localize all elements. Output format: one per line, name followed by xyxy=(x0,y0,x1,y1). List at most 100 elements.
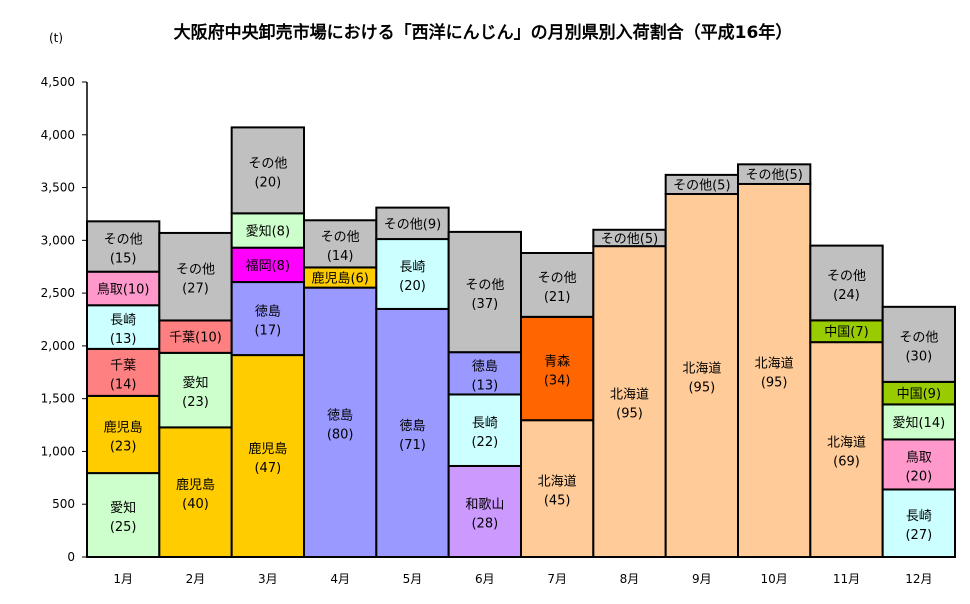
bar-segment xyxy=(375,238,450,310)
x-tick-label: 4月 xyxy=(330,572,350,586)
segment-value-label: (13) xyxy=(471,378,498,393)
segment-label: 北海道 xyxy=(538,475,577,490)
x-tick-label: 6月 xyxy=(475,572,495,586)
segment-label: 徳島 xyxy=(472,359,498,374)
segment-label: その他 xyxy=(827,269,866,284)
segment-value-label: (20) xyxy=(254,175,281,190)
segment-label: 長崎 xyxy=(906,509,932,524)
segment-label: 千葉(10) xyxy=(169,331,222,346)
bar-1月: 愛知 (25) 鹿児島 (23) 千葉 (14) 長崎 (13) 鳥取(10) その他 (15) xyxy=(86,220,161,559)
segment-label: 鹿児島 xyxy=(248,441,287,457)
segment-label: その他 xyxy=(538,271,577,286)
segment-label: 北海道 xyxy=(610,388,649,403)
segment-label: 和歌山 xyxy=(465,497,504,512)
segment-value-label: (34) xyxy=(544,374,571,389)
bar-segment xyxy=(86,394,161,475)
x-tick-label: 12月 xyxy=(905,572,932,586)
segment-value-label: (27) xyxy=(905,528,932,543)
segment-label: その他 xyxy=(321,230,360,245)
bar-6月: 和歌山 (28) 長崎 (22) 徳島 (13) その他 (37) xyxy=(447,230,522,559)
segment-value-label: (23) xyxy=(182,395,209,410)
segment-label: 中国(9) xyxy=(897,387,941,402)
segment-label: 鹿児島(6) xyxy=(311,271,368,287)
segment-label: 北海道 xyxy=(827,436,866,451)
y-tick-label: 1,000 xyxy=(41,444,75,458)
bar-segment xyxy=(230,126,306,215)
segment-label: 中国(7) xyxy=(824,325,868,340)
segment-label: 愛知(8) xyxy=(246,223,290,239)
segment-label: その他(5) xyxy=(673,178,730,193)
segment-label: その他(5) xyxy=(745,168,802,183)
bar-4月: 徳島 (80) 鹿児島(6) その他 (14) xyxy=(303,219,378,558)
segment-value-label: (45) xyxy=(544,494,571,509)
bar-segment xyxy=(520,315,595,422)
bar-7月: 北海道 (45) 青森 (34) その他 (21) xyxy=(520,252,595,559)
segment-label: その他 xyxy=(899,330,938,345)
x-tick-label: 10月 xyxy=(761,572,788,586)
bar-9月: 北海道 (95) その他(5) xyxy=(664,173,740,558)
bar-segment xyxy=(447,393,522,467)
bar-segment xyxy=(303,219,378,269)
y-tick-label: 0 xyxy=(67,550,75,564)
chart-title: 大阪府中央卸売市場における「西洋にんじん」の月別県別入荷割合（平成16年） xyxy=(174,22,793,43)
bar-segment xyxy=(737,163,812,185)
y-tick-label: 1,500 xyxy=(41,392,75,406)
y-axis-unit: (t) xyxy=(49,31,63,45)
segment-value-label: (71) xyxy=(399,438,426,453)
bar-segment xyxy=(158,231,233,322)
segment-value-label: (24) xyxy=(833,288,860,303)
segment-label: 徳島 xyxy=(399,419,425,434)
y-tick-label: 2,000 xyxy=(41,339,75,353)
y-tick-label: 500 xyxy=(52,497,75,511)
x-tick-label: 8月 xyxy=(620,572,640,586)
segment-value-label: (23) xyxy=(110,439,137,454)
segment-label: 千葉 xyxy=(110,358,136,373)
segment-label: 北海道 xyxy=(682,361,721,376)
segment-value-label: (15) xyxy=(110,252,137,267)
segment-label: 福岡(8) xyxy=(246,259,290,274)
segment-label: 鹿児島 xyxy=(104,419,143,435)
segment-label: 長崎 xyxy=(110,313,136,328)
segment-label: 青森 xyxy=(544,355,570,370)
segment-value-label: (37) xyxy=(471,297,498,312)
segment-label: その他 xyxy=(465,278,504,293)
segment-label: 徳島 xyxy=(255,305,281,320)
y-tick-label: 2,500 xyxy=(41,286,75,300)
segment-value-label: (27) xyxy=(182,282,209,297)
x-tick-label: 11月 xyxy=(833,572,860,586)
bar-12月: 長崎 (27) 鳥取 (20) 愛知(14) 中国(9) その他 (30) xyxy=(881,305,957,558)
segment-value-label: (40) xyxy=(182,497,209,512)
bar-segment xyxy=(230,246,306,284)
y-tick-label: 4,500 xyxy=(41,75,75,89)
segment-label: 愛知(14) xyxy=(892,415,945,431)
segment-label: その他(9) xyxy=(384,217,441,232)
y-tick-label: 3,500 xyxy=(41,181,75,195)
bar-segment xyxy=(158,319,233,354)
segment-value-label: (22) xyxy=(471,435,498,450)
bar-segment xyxy=(375,307,450,559)
y-tick-label: 4,000 xyxy=(41,128,75,142)
bar-2月: 鹿児島 (40) 愛知 (23) 千葉(10) その他 (27) xyxy=(158,231,233,558)
segment-label: 徳島 xyxy=(327,408,353,423)
bar-segment xyxy=(881,305,957,383)
x-tick-label: 9月 xyxy=(692,572,712,586)
bar-8月: 北海道 (95) その他(5) xyxy=(592,228,667,558)
segment-value-label: (14) xyxy=(327,249,354,264)
segment-value-label: (28) xyxy=(471,516,498,531)
segment-label: 鳥取(10) xyxy=(97,282,150,297)
bar-segment xyxy=(881,403,957,441)
segment-value-label: (25) xyxy=(110,520,137,535)
segment-label: 北海道 xyxy=(755,356,794,371)
segment-label: 長崎 xyxy=(472,416,498,431)
segment-value-label: (14) xyxy=(110,377,137,392)
bar-10月: 北海道 (95) その他(5) xyxy=(737,163,812,558)
x-tick-label: 1月 xyxy=(113,572,133,586)
segment-label: 長崎 xyxy=(399,260,425,275)
segment-label: その他 xyxy=(248,156,287,171)
segment-value-label: (95) xyxy=(688,380,715,395)
bar-segment xyxy=(375,206,450,241)
segment-value-label: (95) xyxy=(761,375,788,390)
segment-value-label: (95) xyxy=(616,407,643,422)
segment-label: その他 xyxy=(104,233,143,248)
